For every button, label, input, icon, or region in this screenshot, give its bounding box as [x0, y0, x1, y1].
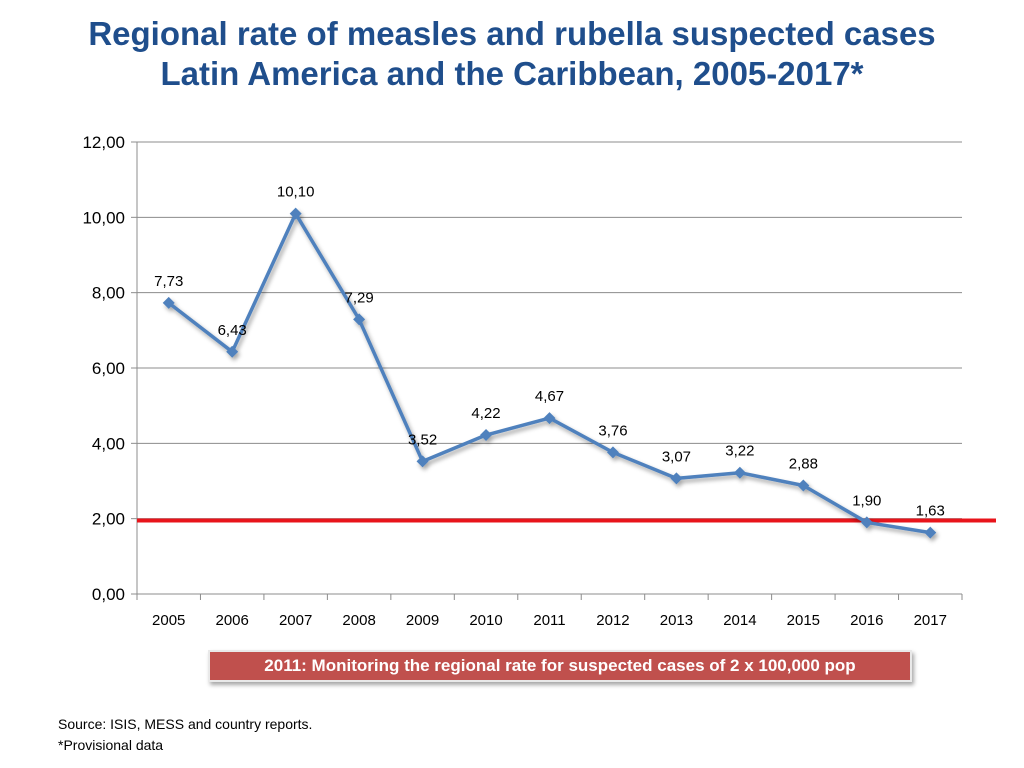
y-tick-label: 6,00	[92, 359, 125, 378]
x-tick-label: 2006	[216, 612, 249, 629]
data-label: 4,22	[471, 405, 500, 422]
x-tick-label: 2017	[914, 612, 947, 629]
title-line-1: Regional rate of measles and rubella sus…	[88, 15, 936, 52]
y-tick-label: 10,00	[82, 208, 125, 227]
series-line	[167, 211, 931, 535]
data-point	[733, 466, 746, 479]
x-tick-label: 2012	[596, 612, 629, 629]
data-point	[480, 429, 493, 442]
data-point	[543, 412, 556, 425]
data-label: 2,88	[789, 456, 818, 473]
data-point	[353, 313, 366, 326]
threshold-banner: 2011: Monitoring the regional rate for s…	[208, 650, 912, 682]
data-label: 7,29	[345, 289, 374, 306]
x-tick-label: 2016	[850, 612, 883, 629]
data-label: 3,52	[408, 431, 437, 448]
data-point	[226, 345, 239, 358]
data-point	[860, 516, 873, 529]
provisional-note: *Provisional data	[58, 737, 164, 753]
x-tick-label: 2011	[533, 612, 565, 629]
chart-title: Regional rate of measles and rubella sus…	[0, 14, 1024, 94]
title-line-2: Latin America and the Caribbean, 2005-20…	[160, 55, 864, 92]
y-tick-label: 8,00	[92, 284, 125, 303]
data-point	[606, 446, 619, 459]
x-tick-label: 2015	[787, 612, 820, 629]
data-label: 3,76	[598, 422, 627, 439]
data-label: 10,10	[277, 184, 315, 201]
footnotes: Source: ISIS, MESS and country reports. …	[58, 714, 312, 756]
x-tick-label: 2014	[723, 612, 756, 629]
data-point	[924, 526, 937, 539]
data-point	[416, 455, 429, 468]
x-tick-label: 2013	[660, 612, 693, 629]
data-point	[670, 472, 683, 485]
data-label: 3,22	[725, 443, 754, 460]
data-label: 4,67	[535, 388, 564, 405]
data-label: 1,90	[852, 492, 881, 509]
data-label: 6,43	[218, 322, 247, 339]
x-tick-label: 2010	[469, 612, 502, 629]
data-label: 3,07	[662, 448, 691, 465]
x-tick-label: 2009	[406, 612, 439, 629]
x-tick-label: 2007	[279, 612, 312, 629]
data-point	[162, 296, 175, 309]
y-tick-label: 0,00	[92, 585, 125, 604]
y-tick-label: 2,00	[92, 510, 125, 529]
source-note: Source: ISIS, MESS and country reports.	[58, 716, 313, 732]
x-tick-label: 2008	[342, 612, 375, 629]
y-tick-label: 4,00	[92, 434, 125, 453]
data-label: 1,63	[916, 503, 945, 520]
data-label: 7,73	[154, 273, 183, 290]
line-chart: 0,00 2,00 4,00 6,00 8,00 10,00 12,00 2005 2006 20…	[82, 133, 996, 629]
x-tick-label: 2005	[152, 612, 185, 629]
data-point	[289, 207, 302, 220]
data-point	[797, 479, 810, 492]
y-tick-label: 12,00	[82, 133, 125, 152]
